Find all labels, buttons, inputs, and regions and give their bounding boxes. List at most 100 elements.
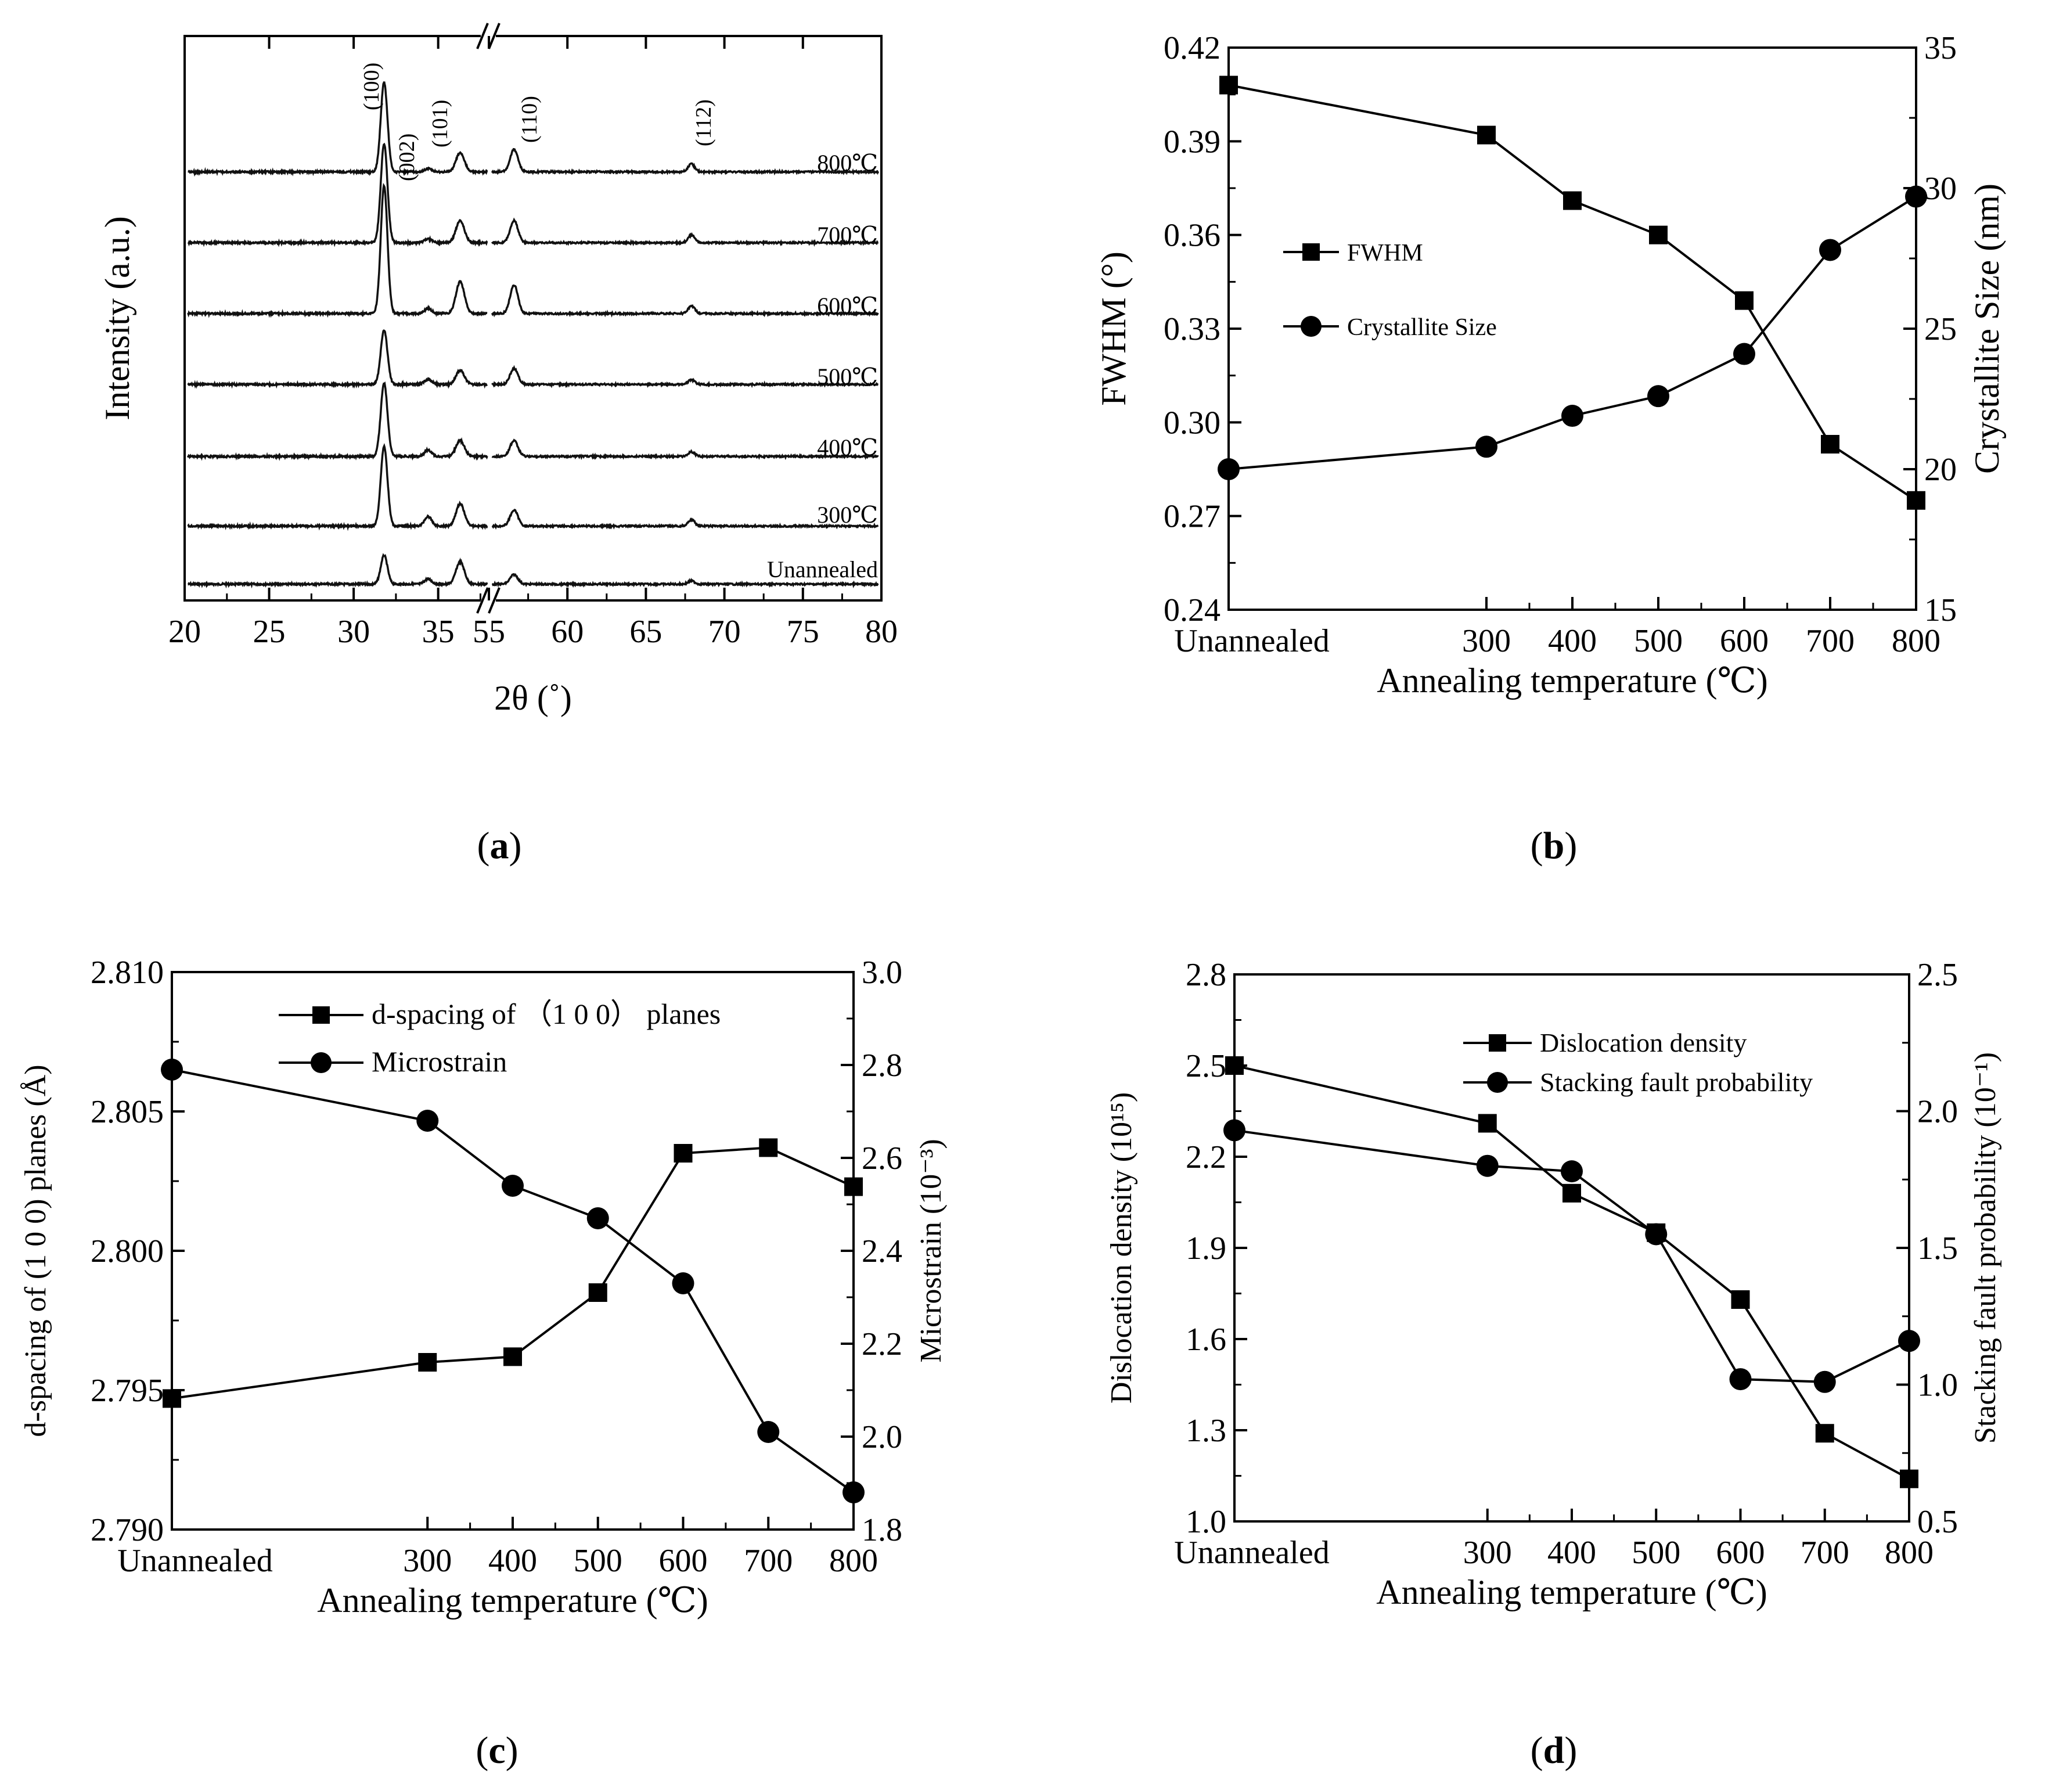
panel-caption: (d) — [1531, 1729, 1578, 1772]
peak-label-002: (002) — [395, 134, 419, 181]
y-tick-label-right: 20 — [1924, 452, 1957, 488]
legend-label: Stacking fault probability — [1540, 1067, 1813, 1097]
marker-circle — [161, 1059, 183, 1081]
x-axis-label: Annealing temperature (℃) — [1377, 661, 1768, 700]
y-tick-label-left: 1.0 — [1186, 1504, 1226, 1540]
panel-letter: d — [1543, 1729, 1565, 1772]
x-tick-label: 80 — [865, 614, 898, 650]
y-tick-label-left: 0.33 — [1164, 311, 1220, 347]
y-tick-label-left: 2.810 — [91, 955, 164, 991]
x-axis-label: Annealing temperature (℃) — [317, 1581, 708, 1620]
x-tick-label: 400 — [1548, 623, 1597, 659]
legend: Dislocation density Stacking fault probab… — [1463, 1028, 1813, 1097]
xrd-series-label: 300℃ — [817, 502, 878, 528]
panel-a-letter: a — [490, 825, 509, 867]
panel-caption: (b) — [1531, 825, 1578, 867]
panel-a-series-labels: 800℃ 700℃ 600℃ 500℃ 400℃ 300℃ Unannealed — [767, 150, 878, 582]
xrd-trace — [491, 438, 879, 460]
marker-square — [1563, 191, 1582, 210]
marker-square — [1649, 225, 1668, 244]
peak-label-100: (100) — [359, 63, 384, 110]
series-line — [171, 1068, 855, 1494]
panel-caption: (c) — [476, 1729, 518, 1772]
y-tick-label-left: 2.2 — [1186, 1139, 1226, 1175]
marker-circle — [1905, 185, 1927, 208]
xrd-trace — [188, 81, 488, 177]
legend: FWHM Crystallite Size — [1283, 240, 1497, 341]
marker-circle — [1813, 1370, 1836, 1393]
x-tick-label: 800 — [829, 1543, 878, 1579]
y-tick-label-right: 1.5 — [1917, 1230, 1958, 1266]
plot-frame — [171, 971, 855, 1531]
panel-d-dislocation-stacking: Unannealed 300 400 500 600 700 800 1.0 1.3 1.6 1.9… — [1105, 957, 2002, 1772]
marker-circle — [1733, 343, 1755, 365]
y-tick-label-left: 0.30 — [1164, 405, 1220, 441]
y-tick-label-left: 1.6 — [1186, 1322, 1226, 1358]
marker-circle — [1645, 1223, 1668, 1246]
marker-circle — [1475, 436, 1497, 458]
marker-square — [588, 1283, 607, 1302]
xrd-trace — [491, 573, 879, 589]
legend-marker-circle — [311, 1052, 332, 1073]
series-line — [1228, 84, 1917, 502]
marker-square — [759, 1138, 778, 1157]
legend-label: Microstrain — [372, 1045, 507, 1078]
y-tick-label-left: 0.39 — [1164, 124, 1220, 160]
x-tick-label: 600 — [1720, 623, 1769, 659]
x-tick-label: 75 — [787, 614, 819, 650]
x-tick-label: Unannealed — [1174, 623, 1329, 659]
y-tick-label-right: 2.0 — [862, 1419, 902, 1455]
xrd-trace — [187, 329, 488, 390]
x-tick-label: Unannealed — [1174, 1535, 1329, 1571]
x-tick-label: 600 — [1716, 1535, 1765, 1571]
marker-circle — [1561, 405, 1583, 427]
x-tick-label: 500 — [1634, 623, 1683, 659]
marker-square — [1477, 125, 1496, 145]
y-tick-label-left: 1.9 — [1186, 1230, 1226, 1266]
y-axis-label-right: Stacking fault probability (10⁻¹) — [1969, 1052, 2002, 1444]
marker-circle — [1476, 1154, 1499, 1177]
panel-a-xrd: 20 25 30 35 55 60 65 70 75 80 800℃ 700℃ 600℃ 500℃… — [98, 23, 898, 867]
x-tick-label: 800 — [1885, 1535, 1934, 1571]
marker-circle — [586, 1207, 609, 1229]
panel-a-x-axis-label: 2θ (˚) — [494, 679, 572, 717]
x-tick-label: 700 — [1806, 623, 1855, 659]
marker-square — [1219, 75, 1238, 95]
x-tick-label: 65 — [629, 614, 662, 650]
marker-circle — [1647, 385, 1669, 408]
y-tick-label-right: 2.2 — [862, 1326, 902, 1362]
panel-a-x-ticks: 20 25 30 35 55 60 65 70 75 80 — [168, 36, 898, 650]
xrd-trace — [187, 182, 488, 318]
panel-a-peak-labels: (100) (002) (101) (110) (112) — [359, 63, 716, 181]
xrd-trace — [187, 142, 488, 247]
x-tick-label: 70 — [708, 614, 741, 650]
marker-circle — [1218, 458, 1240, 480]
axis-break-mark-top-2 — [488, 23, 501, 49]
xrd-series-label: 800℃ — [817, 150, 878, 176]
panel-letter: c — [488, 1729, 505, 1772]
y-tick-label-right: 30 — [1924, 171, 1957, 207]
marker-square — [1815, 1424, 1834, 1443]
xrd-series-label: 600℃ — [817, 293, 878, 319]
xrd-series-label: Unannealed — [767, 556, 878, 582]
marker-square — [844, 1177, 863, 1196]
y-tick-label-left: 2.795 — [91, 1373, 164, 1409]
marker-circle — [1819, 239, 1841, 261]
y-tick-label-right: 1.0 — [1917, 1368, 1958, 1404]
marker-circle — [1561, 1160, 1583, 1183]
xrd-trace — [491, 217, 879, 247]
x-tick-label: 300 — [1462, 623, 1511, 659]
peak-label-110: (110) — [517, 96, 542, 143]
y-tick-label-right: 3.0 — [862, 955, 902, 991]
y-tick-label-left: 0.42 — [1164, 30, 1220, 66]
legend-label: d-spacing of （1 0 0） planes — [372, 998, 721, 1030]
x-tick-label: Unannealed — [117, 1543, 272, 1579]
axis-break-mark-bottom-1 — [476, 587, 489, 614]
y-axis-label-left: Dislocation density (10¹⁵) — [1105, 1092, 1138, 1404]
panel-c-dspacing-microstrain: Unannealed 300 400 500 600 700 800 2.790 2.795 2.… — [19, 955, 948, 1772]
xrd-trace — [491, 508, 879, 530]
xrd-series-label: 500℃ — [817, 364, 878, 390]
marker-square — [1562, 1183, 1581, 1203]
xrd-trace — [187, 443, 488, 531]
